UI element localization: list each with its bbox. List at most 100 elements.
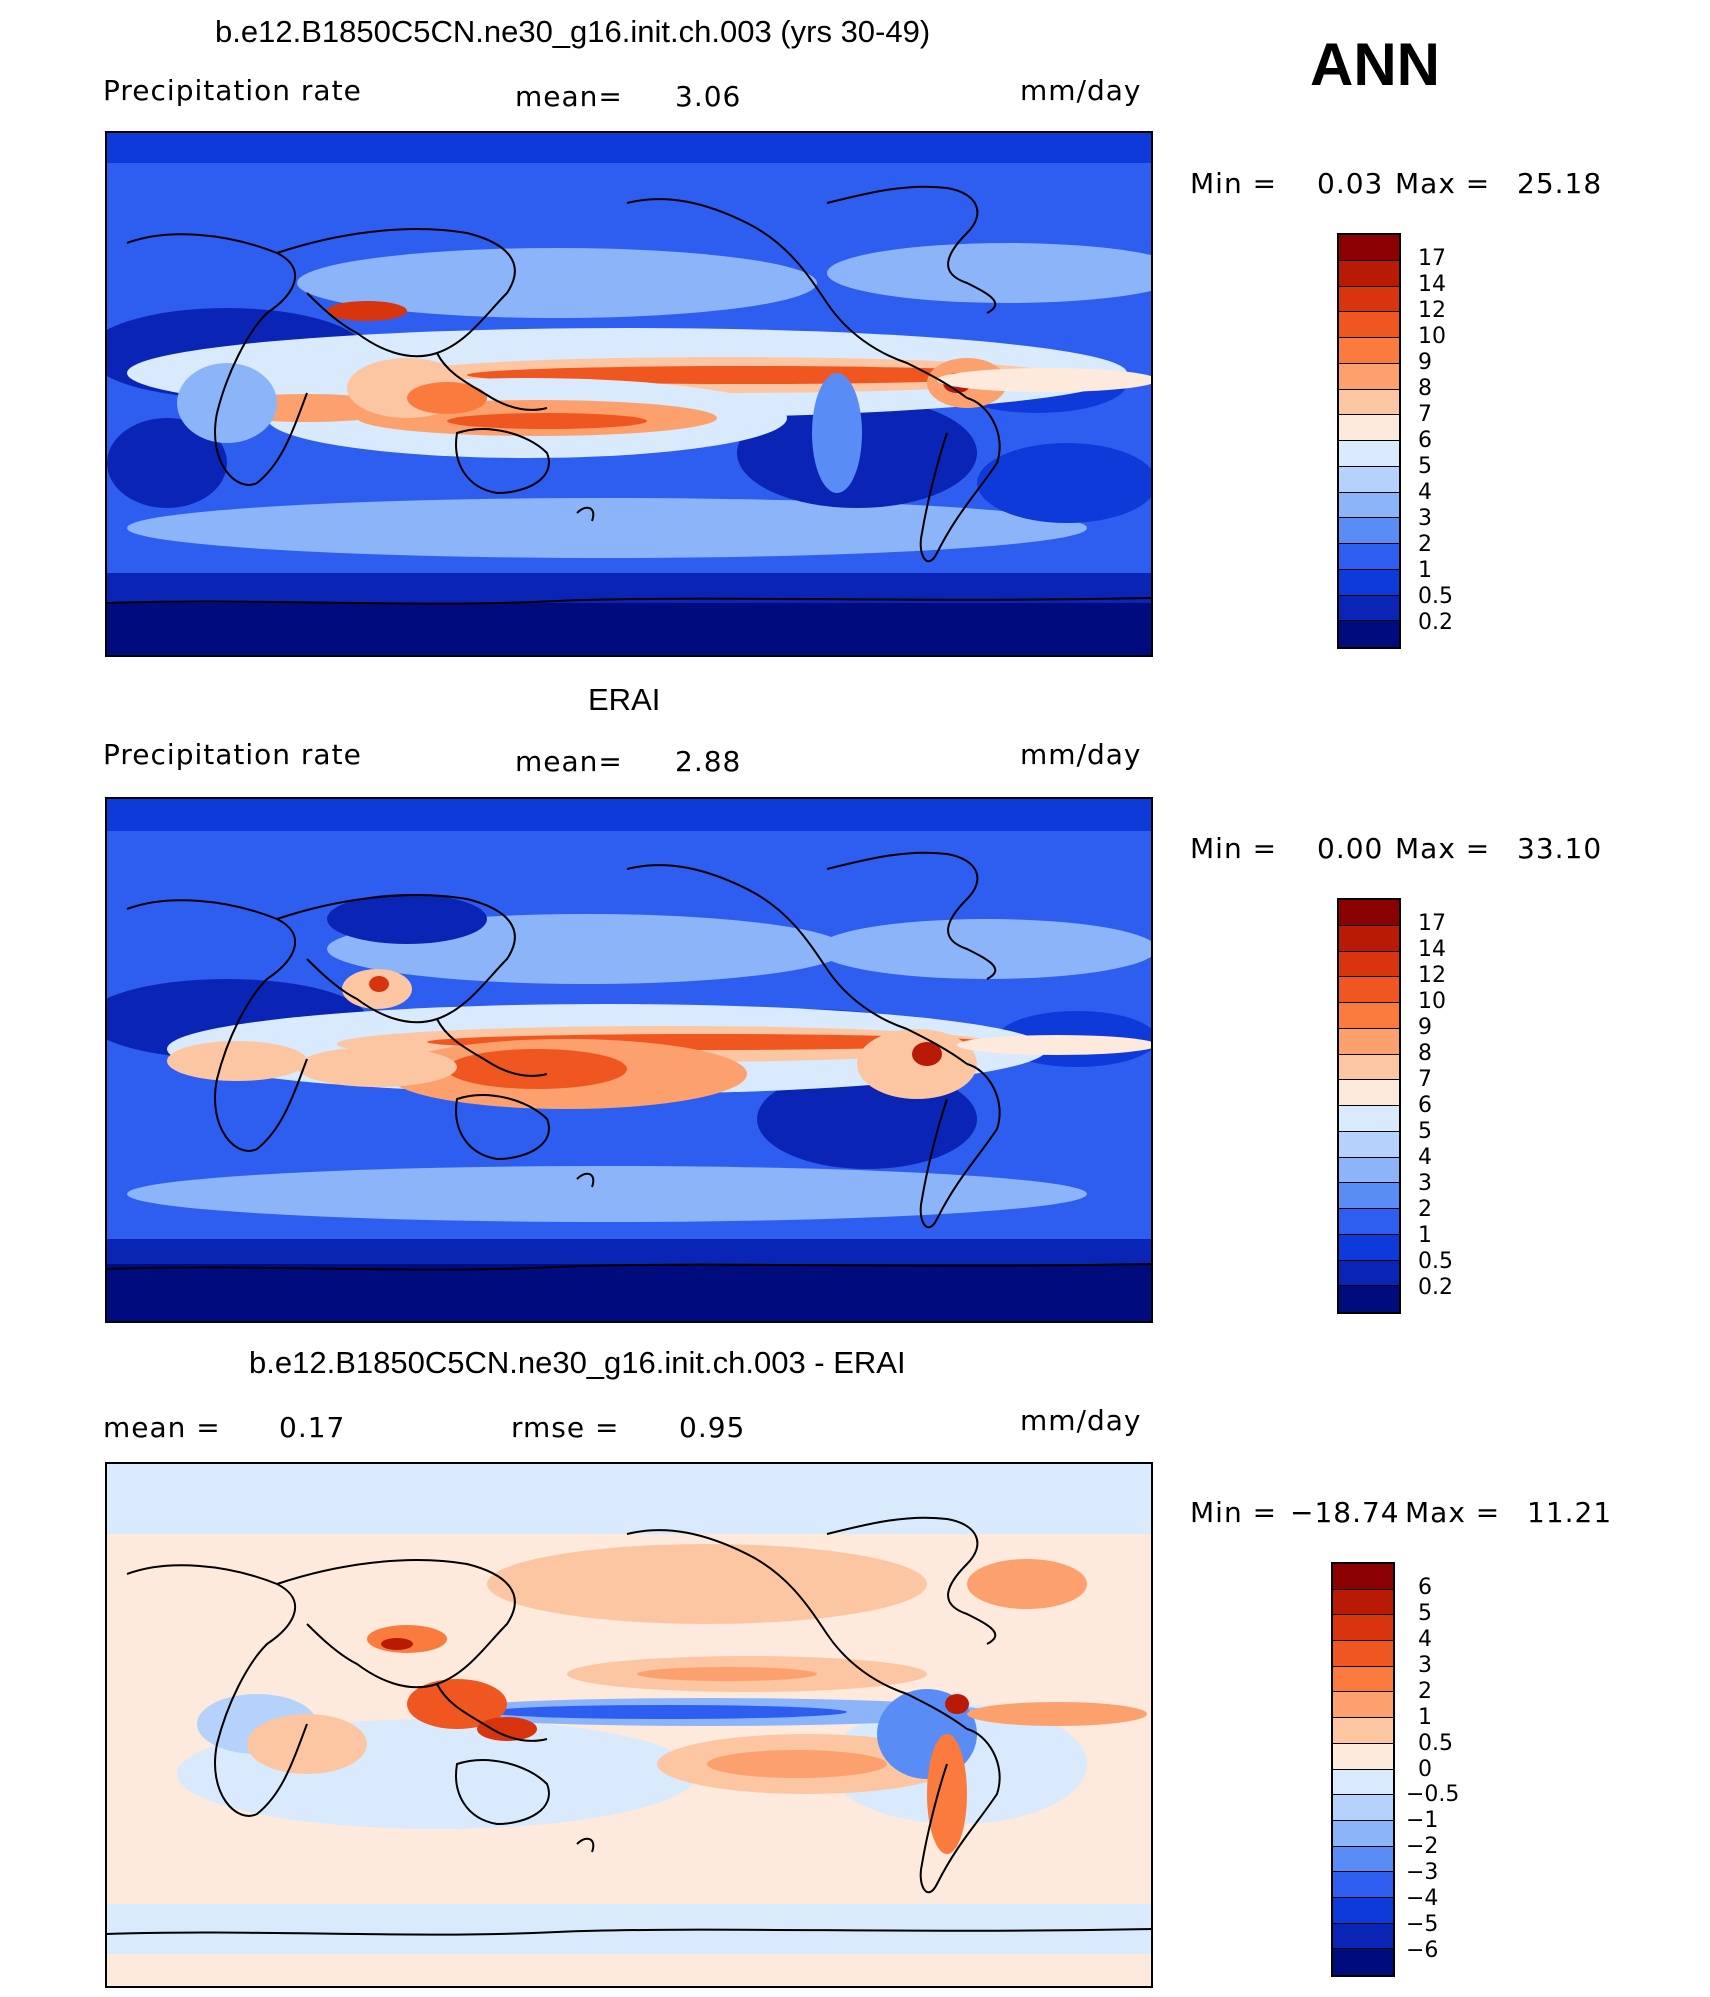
colorbar-tick-label: 0.5	[1418, 1249, 1453, 1274]
panel-1-units: mm/day	[1020, 74, 1142, 107]
colorbar-swatch	[1339, 1183, 1399, 1209]
colorbar-swatch	[1339, 338, 1399, 364]
panel-1-min-label: Min =	[1190, 167, 1278, 200]
colorbar-tick-label: 7	[1418, 402, 1432, 427]
panel-2-colorbar	[1337, 898, 1401, 1314]
panel-3-map	[105, 1462, 1153, 1988]
colorbar-tick-label: 1	[1418, 558, 1432, 583]
colorbar-tick-label: 14	[1418, 272, 1446, 297]
panel-2-mean-label: mean=	[515, 745, 623, 778]
colorbar-tick-label: 2	[1418, 1678, 1432, 1704]
panel-2-mean-value: 2.88	[675, 745, 742, 778]
colorbar-swatch	[1339, 569, 1399, 596]
colorbar-swatch	[1339, 389, 1399, 416]
colorbar-swatch	[1333, 1718, 1393, 1744]
colorbar-swatch	[1339, 492, 1399, 519]
panel-2-title: ERAI	[588, 682, 661, 717]
colorbar-tick-label: 5	[1418, 1600, 1432, 1626]
panel-1-map	[105, 131, 1153, 657]
colorbar-tick-label: −4	[1406, 1886, 1439, 1912]
colorbar-tick-label: 14	[1418, 937, 1446, 962]
panel-3-min-value: −18.74	[1290, 1496, 1400, 1529]
colorbar-swatch	[1333, 1897, 1393, 1924]
colorbar-swatch	[1339, 1286, 1399, 1312]
colorbar-tick-label: −1	[1406, 1808, 1439, 1834]
colorbar-swatch	[1333, 1795, 1393, 1821]
colorbar-swatch	[1339, 441, 1399, 467]
colorbar-tick-label: 10	[1418, 989, 1446, 1014]
colorbar-swatch	[1339, 286, 1399, 313]
colorbar-tick-label: 8	[1418, 376, 1432, 401]
colorbar-swatch	[1339, 977, 1399, 1003]
colorbar-tick-label: 7	[1418, 1067, 1432, 1092]
colorbar-tick-label: 17	[1418, 246, 1446, 271]
panel-1-mean-value: 3.06	[675, 80, 742, 113]
colorbar-tick-label: 0	[1418, 1756, 1432, 1782]
colorbar-tick-label: −6	[1406, 1938, 1439, 1964]
colorbar-swatch	[1333, 1846, 1393, 1873]
colorbar-swatch	[1339, 1157, 1399, 1184]
colorbar-swatch	[1339, 363, 1399, 390]
panel-3-max-value: 11.21	[1527, 1496, 1613, 1529]
colorbar-swatch	[1333, 1615, 1393, 1642]
colorbar-tick-label: 12	[1418, 963, 1446, 988]
panel-3-colorbar	[1331, 1562, 1395, 1977]
panel-3-title: b.e12.B1850C5CN.ne30_g16.init.ch.003 - E…	[249, 1345, 906, 1380]
panel-2-min-value: 0.00	[1317, 832, 1384, 865]
colorbar-swatch	[1339, 1260, 1399, 1287]
colorbar-swatch	[1339, 1131, 1399, 1158]
colorbar-tick-label: 9	[1418, 1015, 1432, 1040]
panel-3-rmse-label: rmse =	[511, 1411, 620, 1444]
colorbar-tick-label: 2	[1418, 1197, 1432, 1222]
colorbar-swatch	[1339, 1209, 1399, 1235]
colorbar-swatch	[1333, 1769, 1393, 1796]
colorbar-swatch	[1333, 1872, 1393, 1898]
colorbar-swatch	[1333, 1589, 1393, 1616]
panel-1-max-label: Max =	[1395, 167, 1491, 200]
colorbar-swatch	[1333, 1820, 1393, 1847]
colorbar-swatch	[1339, 900, 1399, 926]
colorbar-tick-label: 3	[1418, 1171, 1432, 1196]
colorbar-tick-label: 5	[1418, 454, 1432, 479]
colorbar-tick-label: 5	[1418, 1119, 1432, 1144]
colorbar-swatch	[1339, 235, 1399, 261]
colorbar-tick-label: 12	[1418, 298, 1446, 323]
panel-3-units: mm/day	[1020, 1404, 1142, 1437]
colorbar-swatch	[1333, 1743, 1393, 1770]
colorbar-tick-label: 0.5	[1418, 584, 1453, 609]
panel-1-max-value: 25.18	[1517, 167, 1603, 200]
panel-1-title: b.e12.B1850C5CN.ne30_g16.init.ch.003 (yr…	[215, 14, 931, 49]
colorbar-swatch	[1339, 312, 1399, 338]
colorbar-tick-label: −0.5	[1406, 1782, 1460, 1808]
colorbar-swatch	[1333, 1641, 1393, 1667]
panel-3-mean-value: 0.17	[279, 1411, 346, 1444]
colorbar-tick-label: 6	[1418, 428, 1432, 453]
colorbar-tick-label: 0.2	[1418, 610, 1453, 635]
colorbar-tick-label: 0.2	[1418, 1275, 1453, 1300]
panel-2-min-label: Min =	[1190, 832, 1278, 865]
colorbar-swatch	[1339, 1106, 1399, 1132]
colorbar-swatch	[1339, 951, 1399, 978]
colorbar-swatch	[1339, 595, 1399, 622]
colorbar-swatch	[1339, 1028, 1399, 1055]
colorbar-swatch	[1339, 1003, 1399, 1029]
colorbar-swatch	[1339, 1080, 1399, 1106]
colorbar-swatch	[1339, 544, 1399, 570]
colorbar-tick-label: 1	[1418, 1223, 1432, 1248]
panel-3-max-label: Max =	[1405, 1496, 1501, 1529]
colorbar-swatch	[1333, 1692, 1393, 1719]
panel-1-variable-label: Precipitation rate	[103, 74, 362, 107]
colorbar-swatch	[1339, 415, 1399, 441]
colorbar-tick-label: 17	[1418, 911, 1446, 936]
colorbar-swatch	[1339, 1234, 1399, 1261]
colorbar-swatch	[1339, 1054, 1399, 1081]
panel-1-colorbar	[1337, 233, 1401, 649]
panel-3-min-label: Min =	[1190, 1496, 1278, 1529]
panel-2-map	[105, 797, 1153, 1323]
colorbar-swatch	[1339, 466, 1399, 493]
panel-2-variable-label: Precipitation rate	[103, 738, 362, 771]
panel-3-rmse-value: 0.95	[679, 1411, 746, 1444]
colorbar-swatch	[1333, 1564, 1393, 1590]
colorbar-tick-label: 8	[1418, 1041, 1432, 1066]
colorbar-tick-label: 9	[1418, 350, 1432, 375]
